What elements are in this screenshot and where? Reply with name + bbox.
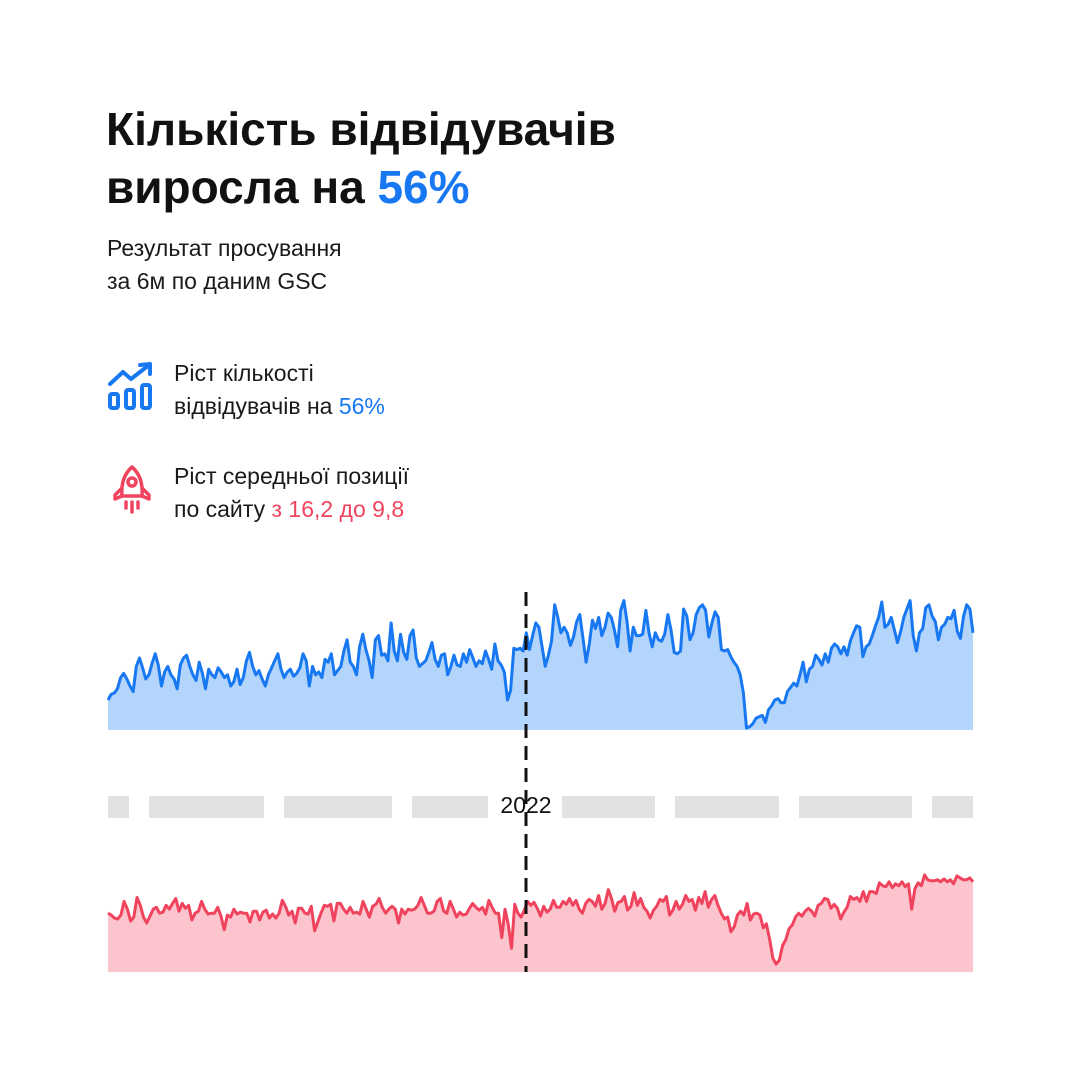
title-highlight-percent: 56% [377, 161, 470, 213]
chart-series [106, 599, 975, 972]
subtitle-line-2: за 6м по даним GSC [107, 268, 328, 294]
stat-visitors-text: Ріст кількості відвідувачів на 56% [174, 357, 385, 423]
position-series [107, 873, 975, 972]
position-series-line [107, 873, 975, 966]
visitors-series-line [106, 599, 975, 730]
page-subtitle: Результат просування за 6м по даним GSC [107, 232, 342, 298]
title-line-2-text: виросла на [106, 161, 378, 213]
stat-visitors-line-1: Ріст кількості [174, 360, 314, 386]
timeline-segment [412, 796, 488, 818]
stat-position-range: з 16,2 до 9,8 [271, 496, 405, 522]
timeline-segment [284, 796, 392, 818]
timeline-segment [149, 796, 264, 818]
visitors-series [106, 599, 975, 730]
timeline-segment [108, 796, 129, 818]
year-marker-label: 2022 [500, 792, 552, 818]
stat-visitors-growth: Ріст кількості відвідувачів на 56% [106, 357, 385, 423]
timeline-segment [799, 796, 912, 818]
stat-position-line-2: по сайту з 16,2 до 9,8 [174, 493, 409, 526]
title-line-2: виросла на 56% [106, 158, 616, 216]
page-title: Кількість відвідувачів виросла на 56% [106, 100, 616, 216]
stat-visitors-percent: 56% [338, 393, 385, 419]
title-line-1: Кількість відвідувачів [106, 103, 616, 155]
timeline-strip [108, 796, 973, 818]
stat-visitors-line-2-text: відвідувачів на [174, 393, 339, 419]
timeline-segment [932, 796, 973, 818]
rocket-icon [113, 465, 151, 514]
stat-position-growth: Ріст середньої позиції по сайту з 16,2 д… [106, 460, 409, 526]
stat-position-line-1: Ріст середньої позиції [174, 463, 409, 489]
stat-position-text: Ріст середньої позиції по сайту з 16,2 д… [174, 460, 409, 526]
stat-position-line-2-text: по сайту [174, 496, 272, 522]
stat-visitors-line-2: відвідувачів на 56% [174, 390, 385, 423]
position-series-area [108, 874, 973, 972]
timeline-segment [675, 796, 779, 818]
subtitle-line-1: Результат просування [107, 235, 342, 261]
timeline-segment [562, 796, 655, 818]
visitors-series-area [108, 600, 973, 730]
growth-chart-icon [108, 362, 152, 410]
